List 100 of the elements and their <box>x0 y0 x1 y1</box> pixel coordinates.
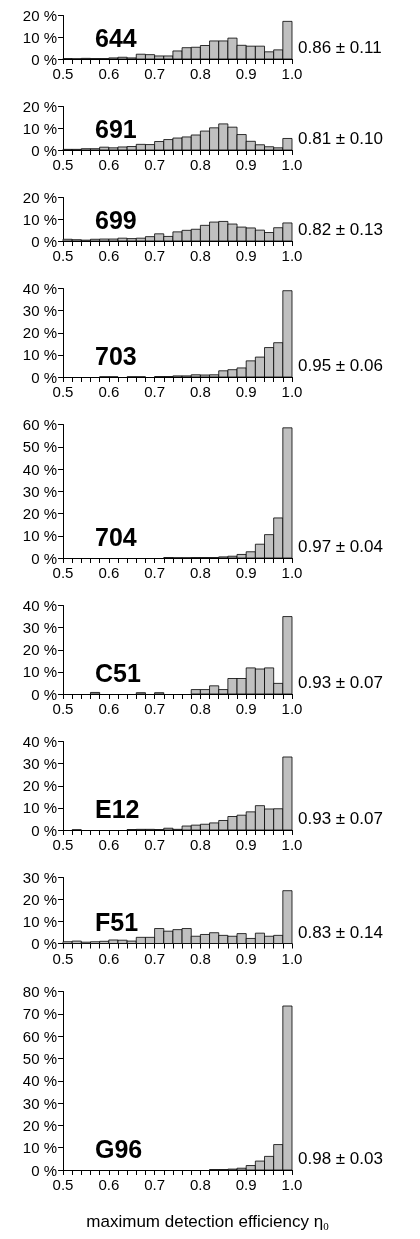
y-tick-label: 60 % <box>22 416 57 433</box>
text: G96 <box>95 1134 143 1162</box>
y-tick-label: 10 % <box>22 527 57 545</box>
x-tick-label: 0.8 <box>189 949 211 967</box>
x-tick-label: 0.8 <box>189 247 211 264</box>
y-tick-label: 20 % <box>22 7 57 24</box>
x-tick-label: 1.0 <box>281 156 303 173</box>
x-tick-label: 0.6 <box>98 836 120 853</box>
x-tick-label: 0.9 <box>235 700 257 717</box>
y-tick-label: 50 % <box>22 438 57 456</box>
x-tick-label: 1.0 <box>281 1175 303 1193</box>
x-tick-label: 0.8 <box>189 700 211 717</box>
x-tick-label: 0.9 <box>235 383 257 400</box>
y-tick-label: 20 % <box>22 98 57 115</box>
x-tick-label: 0.7 <box>144 65 166 82</box>
y-tick-label: 40 % <box>22 733 57 750</box>
x-tick-label: 0.5 <box>52 836 74 853</box>
y-tick-label: 0 % <box>31 549 57 567</box>
y-tick-label: 20 % <box>22 1116 57 1134</box>
x-tick-label: 1.0 <box>281 564 303 581</box>
x-tick-label: 0.7 <box>144 1175 166 1193</box>
x-tick-label: 0.5 <box>52 247 74 264</box>
y-tick-label: 50 % <box>22 1049 57 1067</box>
x-tick-label: 0.6 <box>98 949 120 967</box>
x-tick-label: 0.6 <box>98 1175 120 1193</box>
y-tick-label: 30 % <box>22 755 57 773</box>
y-tick-label: 40 % <box>22 460 57 478</box>
y-tick-label: 20 % <box>22 505 57 522</box>
x-tick-label: 0.6 <box>98 156 120 173</box>
y-tick-label: 10 % <box>22 210 57 228</box>
y-tick-label: 60 % <box>22 1027 57 1045</box>
text: 0.98 ± 0.03 <box>298 1148 383 1168</box>
text: 0.95 ± 0.06 <box>298 356 383 375</box>
x-tick-label: 0.9 <box>235 836 257 853</box>
y-tick-label: 30 % <box>22 869 57 886</box>
x-tick-label: 0.6 <box>98 247 120 264</box>
y-tick-label: 0 % <box>31 368 57 386</box>
x-tick-label: 0.5 <box>52 1175 74 1193</box>
x-tick-label: 1.0 <box>281 700 303 717</box>
x-tick-label: 1.0 <box>281 949 303 967</box>
y-tick-label: 40 % <box>22 1071 57 1089</box>
y-tick-label: 40 % <box>22 280 57 297</box>
y-tick-label: 0 % <box>31 1161 57 1178</box>
x-tick-label: 0.7 <box>144 949 166 967</box>
x-tick-label: 0.5 <box>52 156 74 173</box>
text: 0.82 ± 0.13 <box>298 220 383 239</box>
y-tick-label: 20 % <box>22 641 57 659</box>
x-tick-label: 0.9 <box>235 949 257 967</box>
x-tick-label: 0.8 <box>189 836 211 853</box>
text: 0.97 ± 0.04 <box>298 537 383 556</box>
y-tick-label: 10 % <box>22 1138 57 1156</box>
x-tick-label: 0.7 <box>144 700 166 717</box>
text: C51 <box>95 658 141 687</box>
y-tick-label: 10 % <box>22 119 57 137</box>
y-tick-label: 10 % <box>22 28 57 46</box>
x-tick-label: 0.6 <box>98 383 120 400</box>
y-tick-label: 20 % <box>22 324 57 342</box>
x-tick-label: 0.7 <box>144 383 166 400</box>
y-tick-label: 0 % <box>31 141 57 159</box>
x-tick-label: 1.0 <box>281 383 303 400</box>
text: F51 <box>95 908 139 936</box>
text: 0.83 ± 0.14 <box>298 922 383 942</box>
y-tick-label: 0 % <box>31 821 57 839</box>
y-tick-label: 30 % <box>22 482 57 500</box>
x-tick-label: 0.5 <box>52 700 74 717</box>
chart-title: 644 <box>95 23 137 52</box>
x-tick-label: 0.6 <box>98 564 120 581</box>
x-tick-label: 0.5 <box>52 65 74 82</box>
y-tick-label: 70 % <box>22 1004 57 1022</box>
y-tick-label: 80 % <box>22 982 57 1000</box>
y-tick-label: 30 % <box>22 1094 57 1112</box>
x-tick-label: 0.9 <box>235 247 257 264</box>
text: 704 <box>95 522 137 551</box>
y-tick-label: 30 % <box>22 302 57 320</box>
x-tick-label: 0.5 <box>52 949 74 967</box>
x-tick-label: 0.7 <box>144 156 166 173</box>
y-tick-label: 30 % <box>22 619 57 637</box>
x-tick-label: 0.8 <box>189 564 211 581</box>
y-tick-label: 0 % <box>31 935 57 952</box>
y-tick-label: 0 % <box>31 50 57 68</box>
y-tick-label: 20 % <box>22 777 57 795</box>
text: E12 <box>95 794 140 823</box>
x-tick-label: 0.9 <box>235 1175 257 1193</box>
y-tick-label: 10 % <box>22 346 57 364</box>
y-tick-label: 10 % <box>22 663 57 681</box>
chart-title: 691 <box>95 114 137 143</box>
x-tick-label: 0.9 <box>235 156 257 173</box>
text: 0.93 ± 0.07 <box>298 673 383 692</box>
y-tick-label: 10 % <box>22 913 57 930</box>
x-tick-label: 0.5 <box>52 564 74 581</box>
x-tick-label: 0.8 <box>189 1175 211 1193</box>
x-tick-label: 0.7 <box>144 836 166 853</box>
y-tick-label: 40 % <box>22 597 57 614</box>
chart-title: 699 <box>95 205 137 234</box>
x-tick-label: 0.7 <box>144 564 166 581</box>
x-tick-label: 0.8 <box>189 156 211 173</box>
x-tick-label: 1.0 <box>281 247 303 264</box>
y-tick-label: 20 % <box>22 189 57 206</box>
y-tick-label: 0 % <box>31 685 57 703</box>
x-tick-label: 0.8 <box>189 383 211 400</box>
